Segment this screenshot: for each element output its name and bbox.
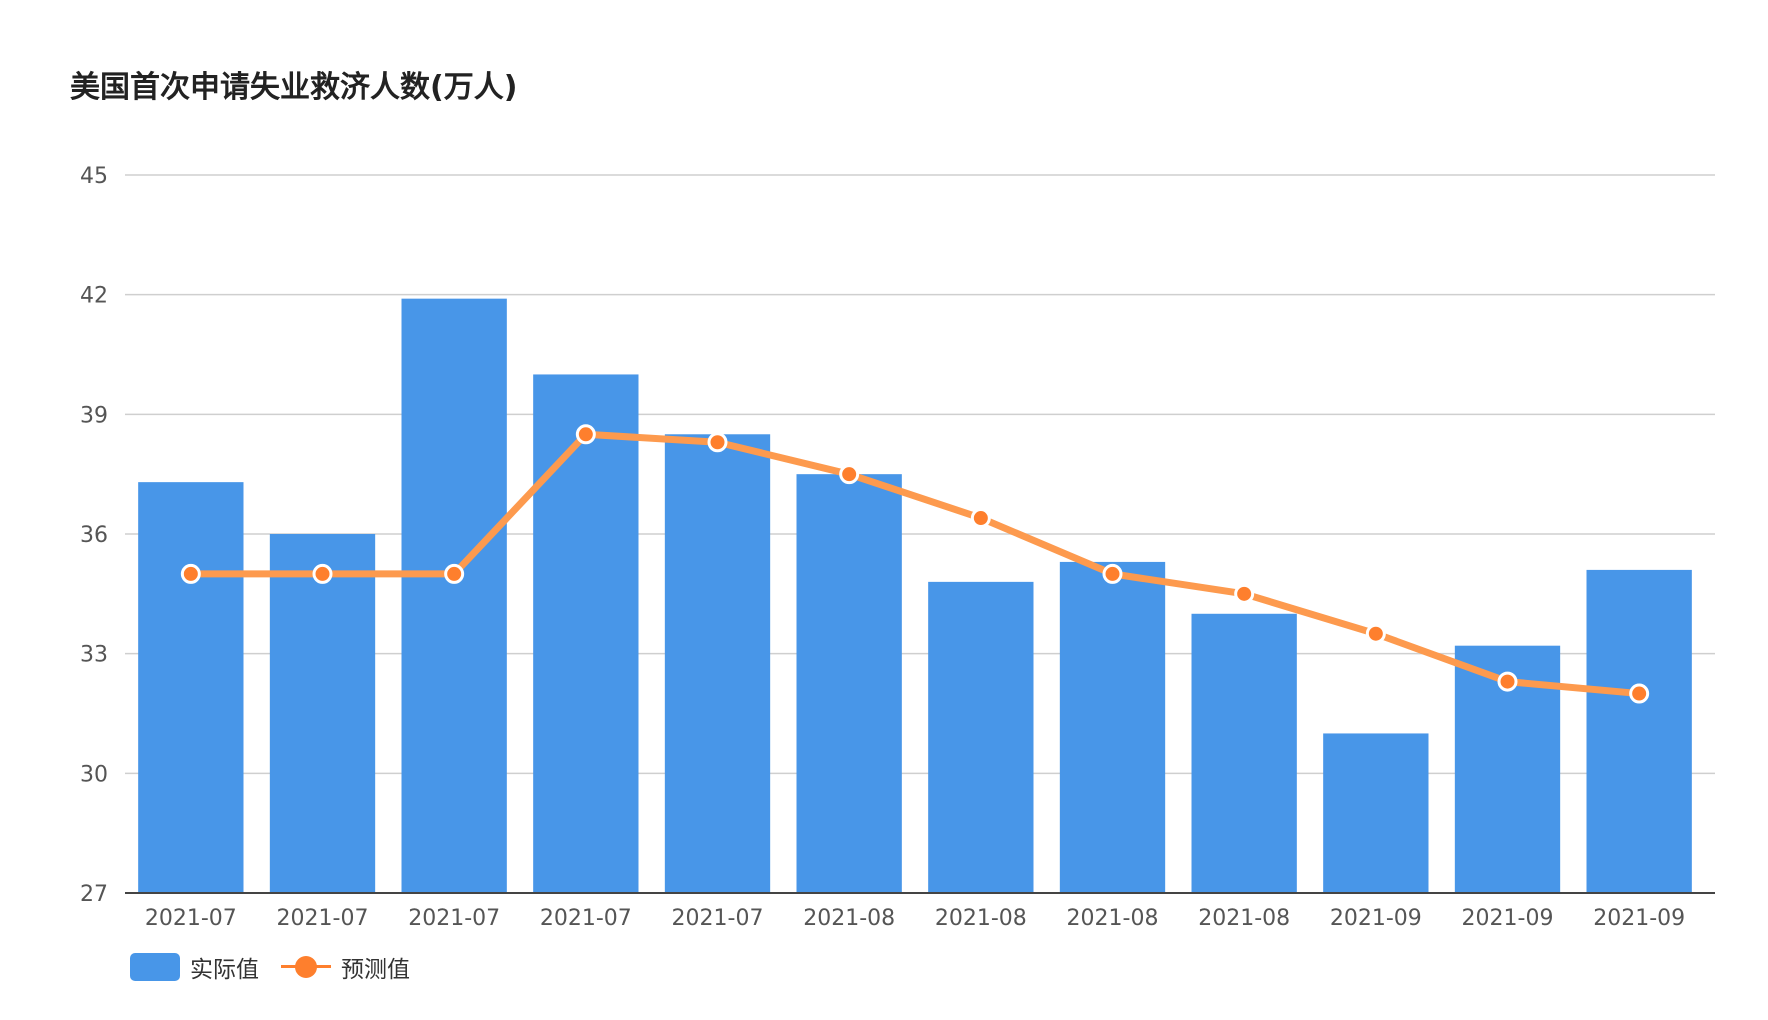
- x-tick-label: 2021-09: [1593, 906, 1685, 931]
- y-tick-label: 27: [80, 882, 108, 907]
- bar[interactable]: [401, 298, 507, 894]
- legend: 实际值 预测值: [130, 950, 432, 984]
- forecast-line: [187, 430, 1643, 698]
- y-tick-label: 39: [80, 403, 108, 428]
- forecast-point[interactable]: [1629, 683, 1650, 704]
- chart-title: 美国首次申请失业救济人数(万人): [70, 70, 518, 105]
- x-tick-label: 2021-08: [1067, 906, 1159, 931]
- forecast-point[interactable]: [839, 464, 860, 485]
- x-tick-label: 2021-07: [277, 906, 369, 931]
- bar[interactable]: [796, 474, 902, 893]
- forecast-point[interactable]: [1497, 671, 1518, 692]
- forecast-point[interactable]: [444, 563, 465, 584]
- forecast-point[interactable]: [180, 563, 201, 584]
- y-tick-label: 30: [80, 762, 108, 787]
- y-tick-label: 42: [80, 284, 108, 309]
- legend-swatch-bar: [130, 953, 180, 981]
- grid-lines: [125, 174, 1715, 775]
- x-tick-label: 2021-07: [145, 906, 237, 931]
- forecast-point[interactable]: [1102, 563, 1123, 584]
- bar[interactable]: [1059, 561, 1166, 893]
- x-tick-label: 2021-09: [1330, 906, 1422, 931]
- x-tick-label: 2021-07: [672, 906, 764, 931]
- legend-item-forecast[interactable]: 预测值: [281, 950, 410, 984]
- bar-series: [138, 298, 1692, 894]
- y-tick-label: 36: [80, 523, 108, 548]
- bar[interactable]: [1191, 613, 1297, 893]
- bar[interactable]: [1323, 733, 1429, 893]
- forecast-point[interactable]: [707, 432, 728, 453]
- legend-swatch-dot: [295, 956, 317, 978]
- forecast-point[interactable]: [970, 508, 991, 529]
- y-tick-label: 45: [80, 164, 108, 189]
- x-tick-label: 2021-08: [1198, 906, 1290, 931]
- bar[interactable]: [664, 434, 771, 893]
- bar[interactable]: [138, 482, 244, 893]
- line-series: [180, 424, 1650, 704]
- forecast-point[interactable]: [1365, 623, 1386, 644]
- x-tick-label: 2021-09: [1462, 906, 1554, 931]
- y-tick-label: 33: [80, 643, 108, 668]
- bar[interactable]: [928, 581, 1034, 893]
- bar[interactable]: [269, 534, 376, 893]
- x-tick-label: 2021-08: [935, 906, 1027, 931]
- x-tick-label: 2021-07: [408, 906, 500, 931]
- x-tick-label: 2021-07: [540, 906, 632, 931]
- legend-swatch-line: [281, 953, 331, 981]
- legend-label-actual: 实际值: [190, 957, 259, 983]
- forecast-point[interactable]: [575, 424, 596, 445]
- bar[interactable]: [1586, 569, 1692, 893]
- forecast-point[interactable]: [312, 563, 333, 584]
- x-axis-ticks: 2021-07 2021-07 2021-07 2021-07 2021-07 2021-…: [145, 906, 1685, 931]
- legend-item-actual[interactable]: 实际值: [130, 950, 259, 984]
- legend-label-forecast: 预测值: [341, 957, 410, 983]
- forecast-point[interactable]: [1234, 583, 1255, 604]
- y-axis-ticks: 27 30 33 36 39 42 45: [80, 164, 108, 907]
- x-tick-label: 2021-08: [803, 906, 895, 931]
- bar[interactable]: [533, 374, 639, 893]
